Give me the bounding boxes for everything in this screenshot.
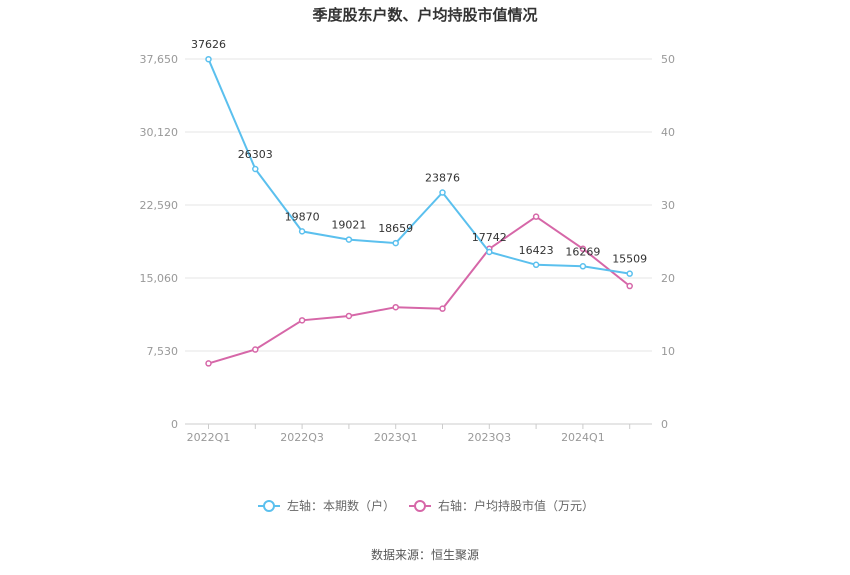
legend-label: 左轴：本期数（户） bbox=[287, 498, 395, 513]
y-right-tick-label: 20 bbox=[661, 272, 675, 285]
y-left-tick-label: 30,120 bbox=[140, 126, 179, 139]
source-note: 数据来源：恒生聚源 bbox=[371, 547, 479, 562]
data-label: 15509 bbox=[612, 253, 647, 266]
legend-label: 右轴：户均持股市值（万元） bbox=[438, 498, 594, 513]
data-point bbox=[252, 165, 259, 173]
data-label: 16423 bbox=[519, 244, 554, 257]
data-label: 18659 bbox=[378, 222, 413, 235]
data-point bbox=[252, 346, 259, 353]
legend-marker bbox=[414, 500, 426, 512]
data-label: 17742 bbox=[472, 231, 507, 244]
series-line bbox=[208, 215, 631, 365]
data-point bbox=[579, 263, 587, 270]
data-point bbox=[345, 312, 353, 320]
data-label: 37626 bbox=[191, 38, 226, 51]
data-point bbox=[392, 239, 399, 247]
y-right-tick-label: 30 bbox=[661, 199, 675, 212]
series-layer bbox=[205, 55, 633, 367]
data-label: 19870 bbox=[285, 210, 320, 223]
y-left-tick-label: 7,530 bbox=[147, 345, 179, 358]
axes: 0 0 7,530 10 15,060 20 22,590 30 30,120 40 37,650 5… bbox=[140, 53, 676, 444]
y-right-tick-label: 0 bbox=[661, 418, 668, 431]
legend-item[interactable]: 右轴：户均持股市值（万元） bbox=[409, 498, 594, 513]
legend[interactable]: 左轴：本期数（户） 右轴：户均持股市值（万元） bbox=[258, 498, 594, 513]
data-point bbox=[626, 270, 633, 277]
data-point bbox=[532, 261, 540, 269]
data-point bbox=[626, 282, 633, 290]
data-label: 16269 bbox=[565, 245, 600, 258]
data-label: 26303 bbox=[238, 148, 273, 161]
y-left-tick-label: 0 bbox=[171, 418, 178, 431]
legend-item[interactable]: 左轴：本期数（户） bbox=[258, 498, 395, 513]
x-tick-label: 2022Q3 bbox=[280, 431, 324, 444]
data-label: 23876 bbox=[425, 172, 460, 185]
x-tick-label: 2023Q3 bbox=[467, 431, 511, 444]
data-point bbox=[439, 189, 446, 196]
x-tick-label: 2024Q1 bbox=[561, 431, 605, 444]
x-tick-label: 2022Q1 bbox=[187, 431, 231, 444]
series-line bbox=[207, 58, 630, 275]
data-point bbox=[205, 360, 212, 367]
data-point bbox=[579, 245, 587, 253]
data-point bbox=[345, 236, 353, 243]
y-right-tick-label: 50 bbox=[661, 53, 675, 66]
x-tick-label: 2023Q1 bbox=[374, 431, 418, 444]
data-label: 19021 bbox=[331, 219, 366, 232]
y-right-tick-label: 10 bbox=[661, 345, 675, 358]
y-left-tick-label: 37,650 bbox=[140, 53, 179, 66]
data-point bbox=[439, 305, 446, 312]
y-left-tick-label: 22,590 bbox=[140, 199, 179, 212]
data-point bbox=[298, 228, 306, 235]
grid bbox=[185, 58, 652, 352]
y-left-tick-label: 15,060 bbox=[140, 272, 179, 285]
data-point bbox=[298, 317, 306, 324]
data-point bbox=[205, 55, 212, 63]
y-right-tick-label: 40 bbox=[661, 126, 675, 139]
chart-title: 季度股东户数、户均持股市值情况 bbox=[312, 6, 537, 24]
data-point bbox=[392, 303, 399, 311]
data-point bbox=[532, 213, 540, 220]
data-labels: 37626 26303 19870 19021 18659 23876 17742 16423… bbox=[191, 38, 647, 265]
data-point bbox=[486, 248, 493, 256]
legend-marker bbox=[263, 500, 275, 512]
